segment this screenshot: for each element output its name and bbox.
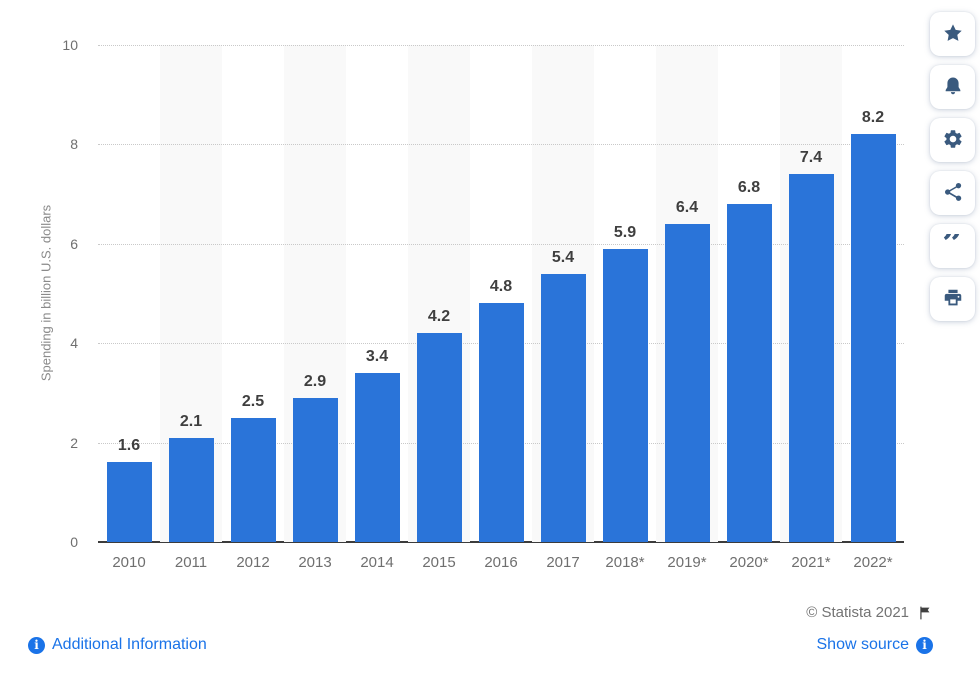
gear-icon	[942, 128, 964, 153]
show-source-label: Show source	[816, 636, 910, 653]
bar-value-label: 6.4	[675, 198, 699, 216]
bar-value-label: 5.4	[551, 248, 575, 266]
share-icon	[942, 181, 964, 206]
bar-value-label: 4.2	[427, 308, 451, 326]
bar[interactable]	[602, 248, 648, 542]
printer-icon	[942, 287, 964, 312]
copyright-text: © Statista 2021	[806, 604, 909, 621]
bar-value-label: 2.9	[303, 372, 327, 390]
star-button[interactable]	[930, 12, 975, 56]
bell-icon	[942, 75, 964, 100]
y-tick-label: 2	[70, 434, 78, 451]
additional-info-label: Additional Information	[52, 636, 207, 653]
bar-value-label: 5.9	[613, 223, 637, 241]
bar-value-label: 6.8	[737, 179, 761, 197]
show-source-link[interactable]: Show source i	[816, 636, 933, 654]
x-tick-label: 2014	[360, 554, 394, 571]
x-tick-label: 2011	[174, 554, 208, 571]
gear-button[interactable]	[930, 118, 975, 162]
x-tick-label: 2022*	[853, 554, 893, 571]
bar-value-label: 8.2	[861, 109, 885, 127]
grid-line	[98, 243, 904, 245]
bar[interactable]	[354, 373, 400, 542]
star-icon	[942, 22, 964, 47]
x-tick-label: 2020*	[729, 554, 769, 571]
x-tick-label: 2019*	[667, 554, 707, 571]
y-tick-label: 4	[70, 335, 78, 352]
bar[interactable]	[230, 417, 276, 542]
y-tick-label: 0	[70, 534, 78, 550]
grid-line	[98, 45, 904, 46]
copyright: © Statista 2021	[806, 604, 933, 621]
bar[interactable]	[106, 462, 152, 542]
bar[interactable]	[478, 303, 524, 542]
bar-value-label: 1.6	[117, 437, 141, 455]
grid-line	[98, 144, 904, 146]
info-icon: i	[916, 636, 933, 654]
x-tick-label: 2017	[546, 554, 580, 571]
bar[interactable]	[416, 333, 462, 542]
x-tick-label: 2010	[112, 554, 146, 571]
quote-button[interactable]: ”	[930, 224, 975, 268]
bell-button[interactable]	[930, 65, 975, 109]
bar[interactable]	[168, 437, 214, 542]
y-axis-title: Spending in billion U.S. dollars	[38, 204, 54, 382]
bar-value-label: 2.5	[241, 392, 265, 410]
additional-info-link[interactable]: i Additional Information	[28, 636, 207, 654]
quote-icon: ”	[942, 234, 963, 258]
share-button[interactable]	[930, 171, 975, 215]
plot-area: 1.6 2.1 2.5 2.9 3.4 4.2 4.8 5.4 5.9 6.4 6.8 7.4 8.2	[98, 45, 904, 543]
bar-value-label: 3.4	[365, 348, 389, 366]
x-tick-label: 2021*	[791, 554, 831, 571]
bar-value-label: 2.1	[179, 412, 203, 430]
x-tick-label: 2016	[484, 554, 518, 571]
x-tick-label: 2015	[422, 554, 456, 571]
bar[interactable]	[726, 204, 772, 542]
printer-button[interactable]	[930, 277, 975, 321]
x-axis-line	[98, 541, 904, 543]
y-tick-label: 6	[70, 235, 78, 252]
x-tick-label: 2018*	[605, 554, 645, 571]
bar[interactable]	[292, 397, 338, 542]
bar[interactable]	[850, 134, 896, 542]
y-tick-label: 8	[70, 136, 78, 153]
bar[interactable]	[540, 273, 586, 542]
flag-icon[interactable]	[917, 605, 933, 621]
y-tick-label: 10	[62, 37, 78, 53]
bar[interactable]	[788, 174, 834, 542]
x-tick-label: 2013	[298, 554, 332, 571]
bar-value-label: 7.4	[799, 149, 823, 167]
info-icon: i	[28, 636, 45, 654]
bar[interactable]	[664, 223, 710, 542]
bar-value-label: 4.8	[489, 278, 513, 296]
x-tick-label: 2012	[236, 554, 270, 571]
